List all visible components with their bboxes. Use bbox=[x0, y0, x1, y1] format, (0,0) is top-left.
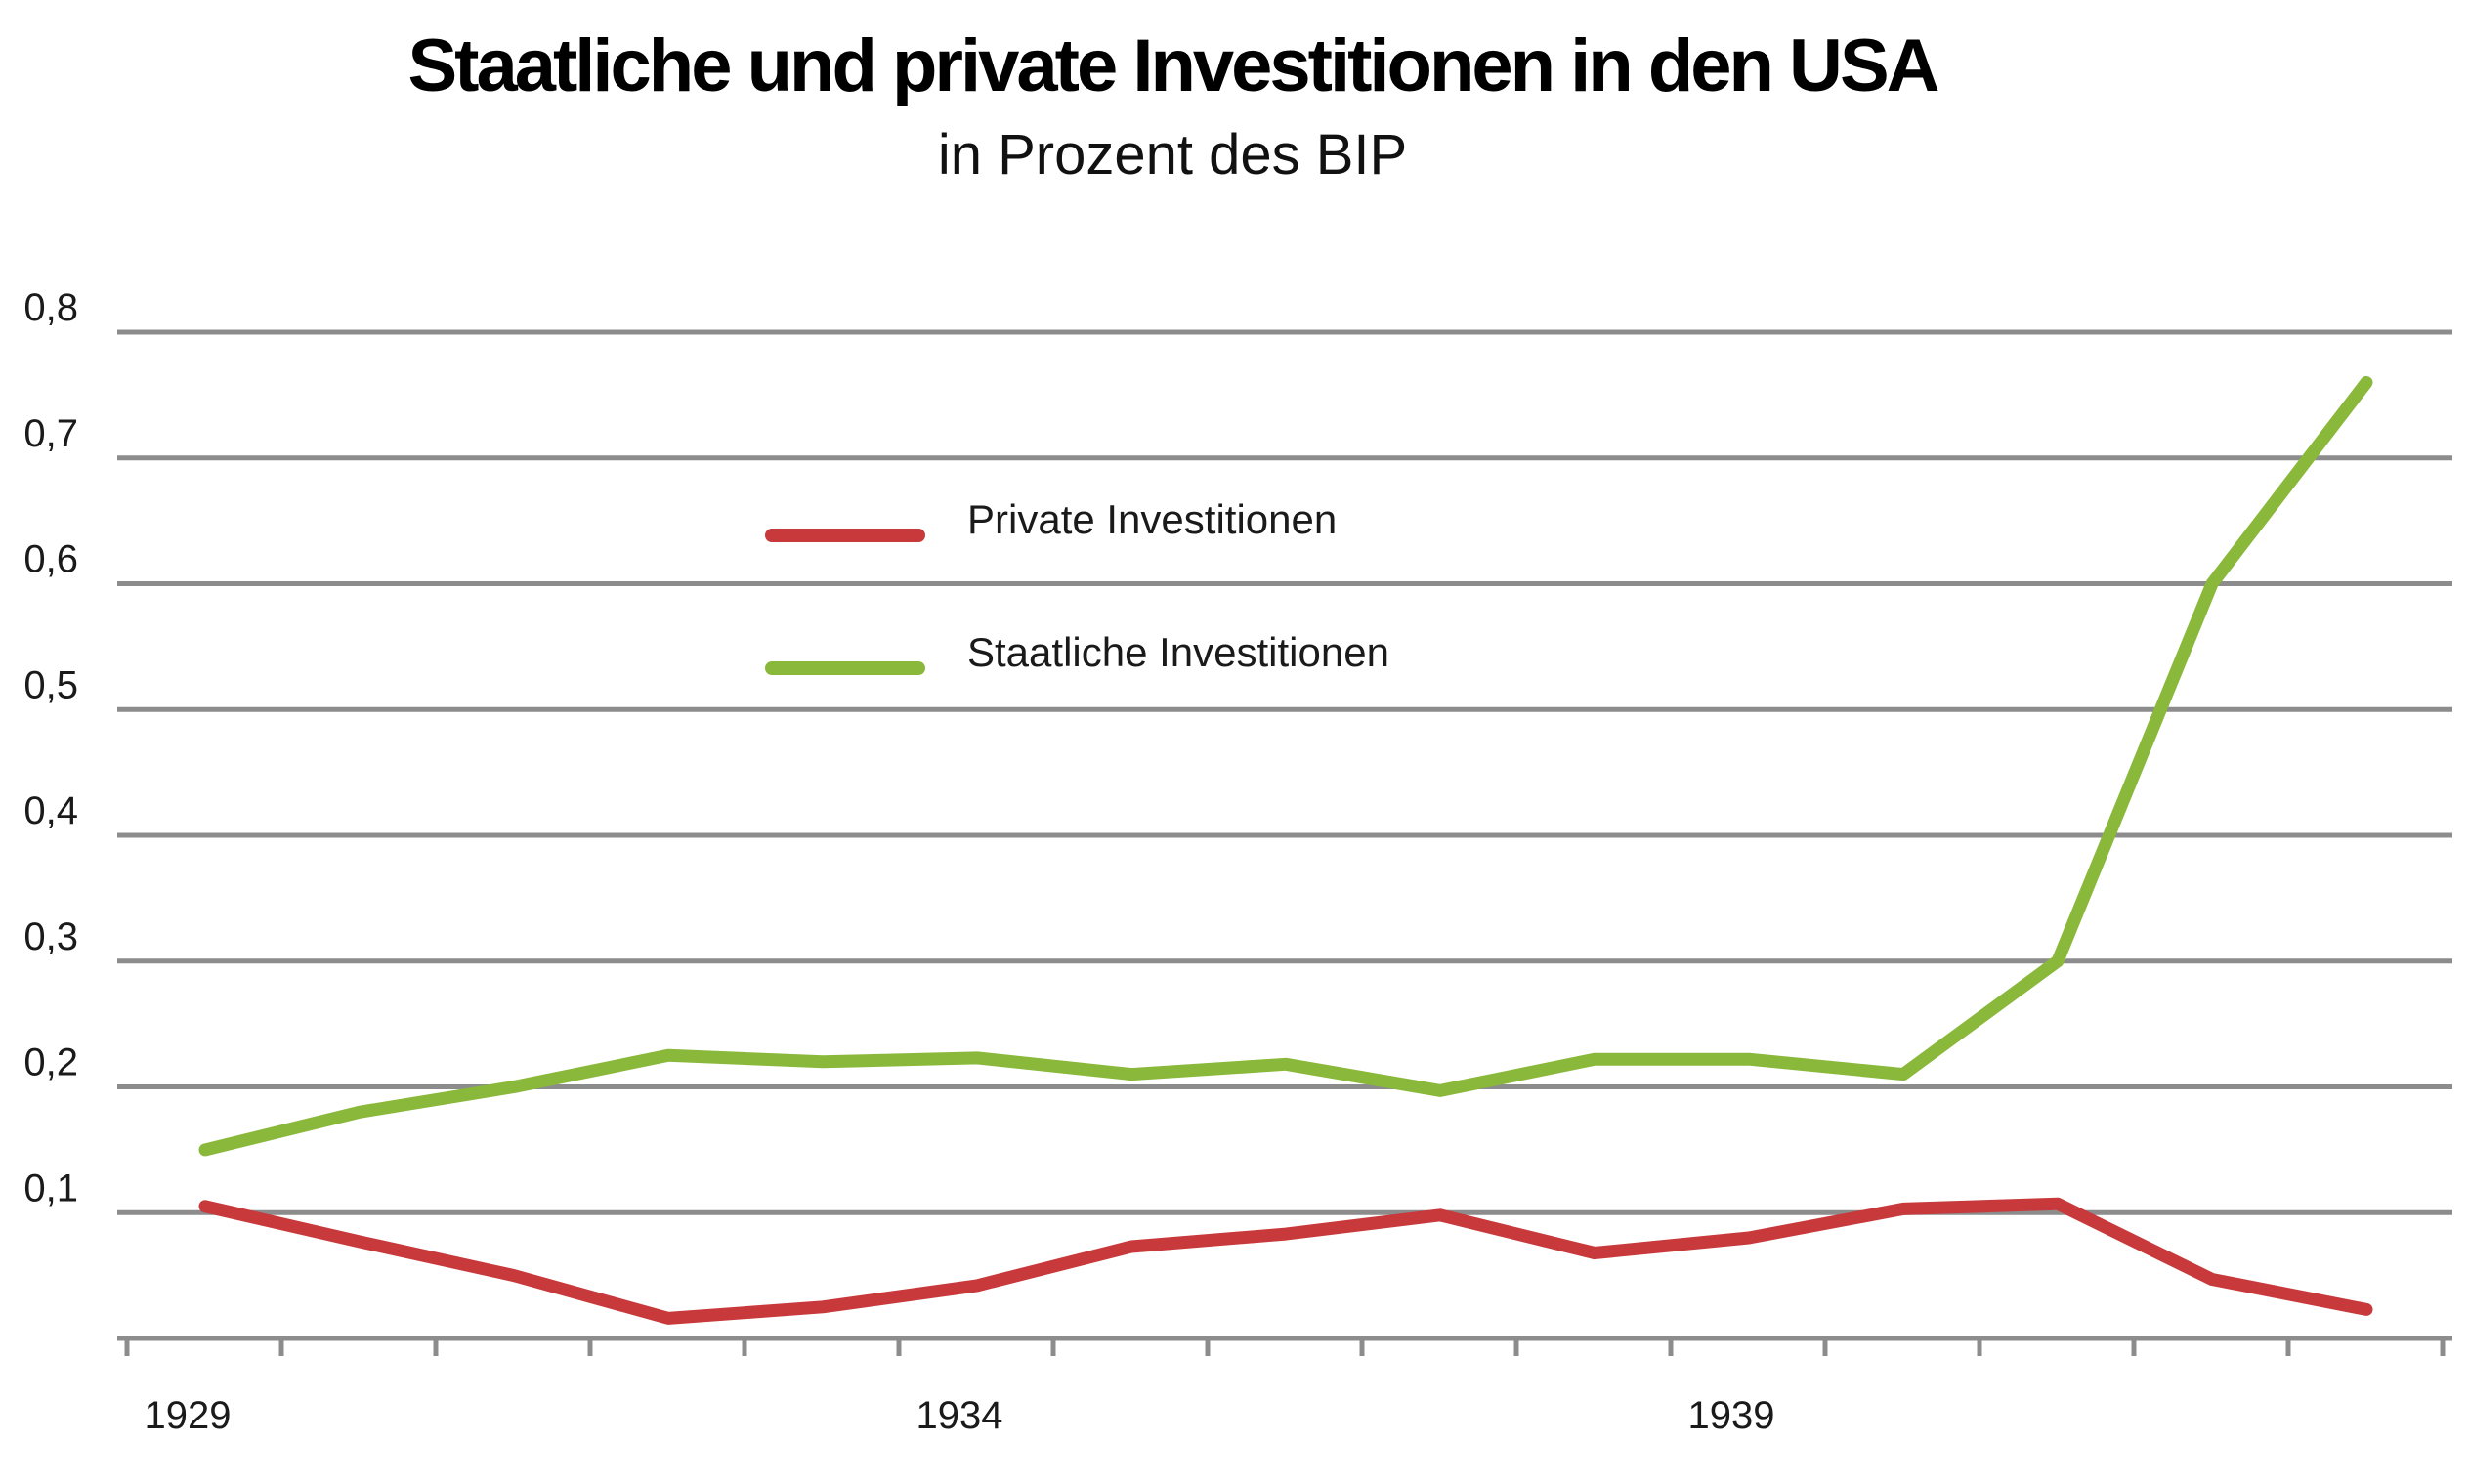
y-tick-label: 0,2 bbox=[23, 1041, 78, 1084]
axes bbox=[117, 1336, 2452, 1356]
y-tick-label: 0,4 bbox=[23, 789, 78, 832]
y-tick-label: 0,5 bbox=[23, 663, 78, 706]
series-line-private bbox=[198, 1197, 2373, 1325]
x-tick-label: 1929 bbox=[145, 1394, 232, 1437]
y-tick-label: 0,7 bbox=[23, 412, 78, 455]
y-tick-label: 0,3 bbox=[23, 915, 78, 958]
legend: Private Investitionen Staatliche Investit… bbox=[765, 496, 1389, 675]
legend-label: Staatliche Investitionen bbox=[967, 629, 1389, 675]
series-line-staatlich bbox=[198, 376, 2373, 1157]
grid-lines bbox=[117, 329, 2452, 1215]
chart-subtitle: in Prozent des BIP bbox=[937, 123, 1408, 187]
chart-title: Staatliche und private Investitionen in … bbox=[407, 24, 1939, 107]
x-tick-label: 1934 bbox=[916, 1394, 1003, 1437]
data-series bbox=[198, 376, 2373, 1325]
y-axis-tick-labels: 0,1 0,2 0,3 0,4 0,5 0,6 0,7 0,8 bbox=[23, 286, 78, 1209]
y-tick-label: 0,8 bbox=[23, 286, 78, 329]
x-tick-label: 1939 bbox=[1688, 1394, 1775, 1437]
y-tick-label: 0,6 bbox=[23, 538, 78, 581]
legend-label: Private Investitionen bbox=[967, 496, 1337, 542]
x-axis-tick-labels: 1929 1934 1939 bbox=[145, 1394, 1775, 1437]
y-tick-label: 0,1 bbox=[23, 1166, 78, 1209]
